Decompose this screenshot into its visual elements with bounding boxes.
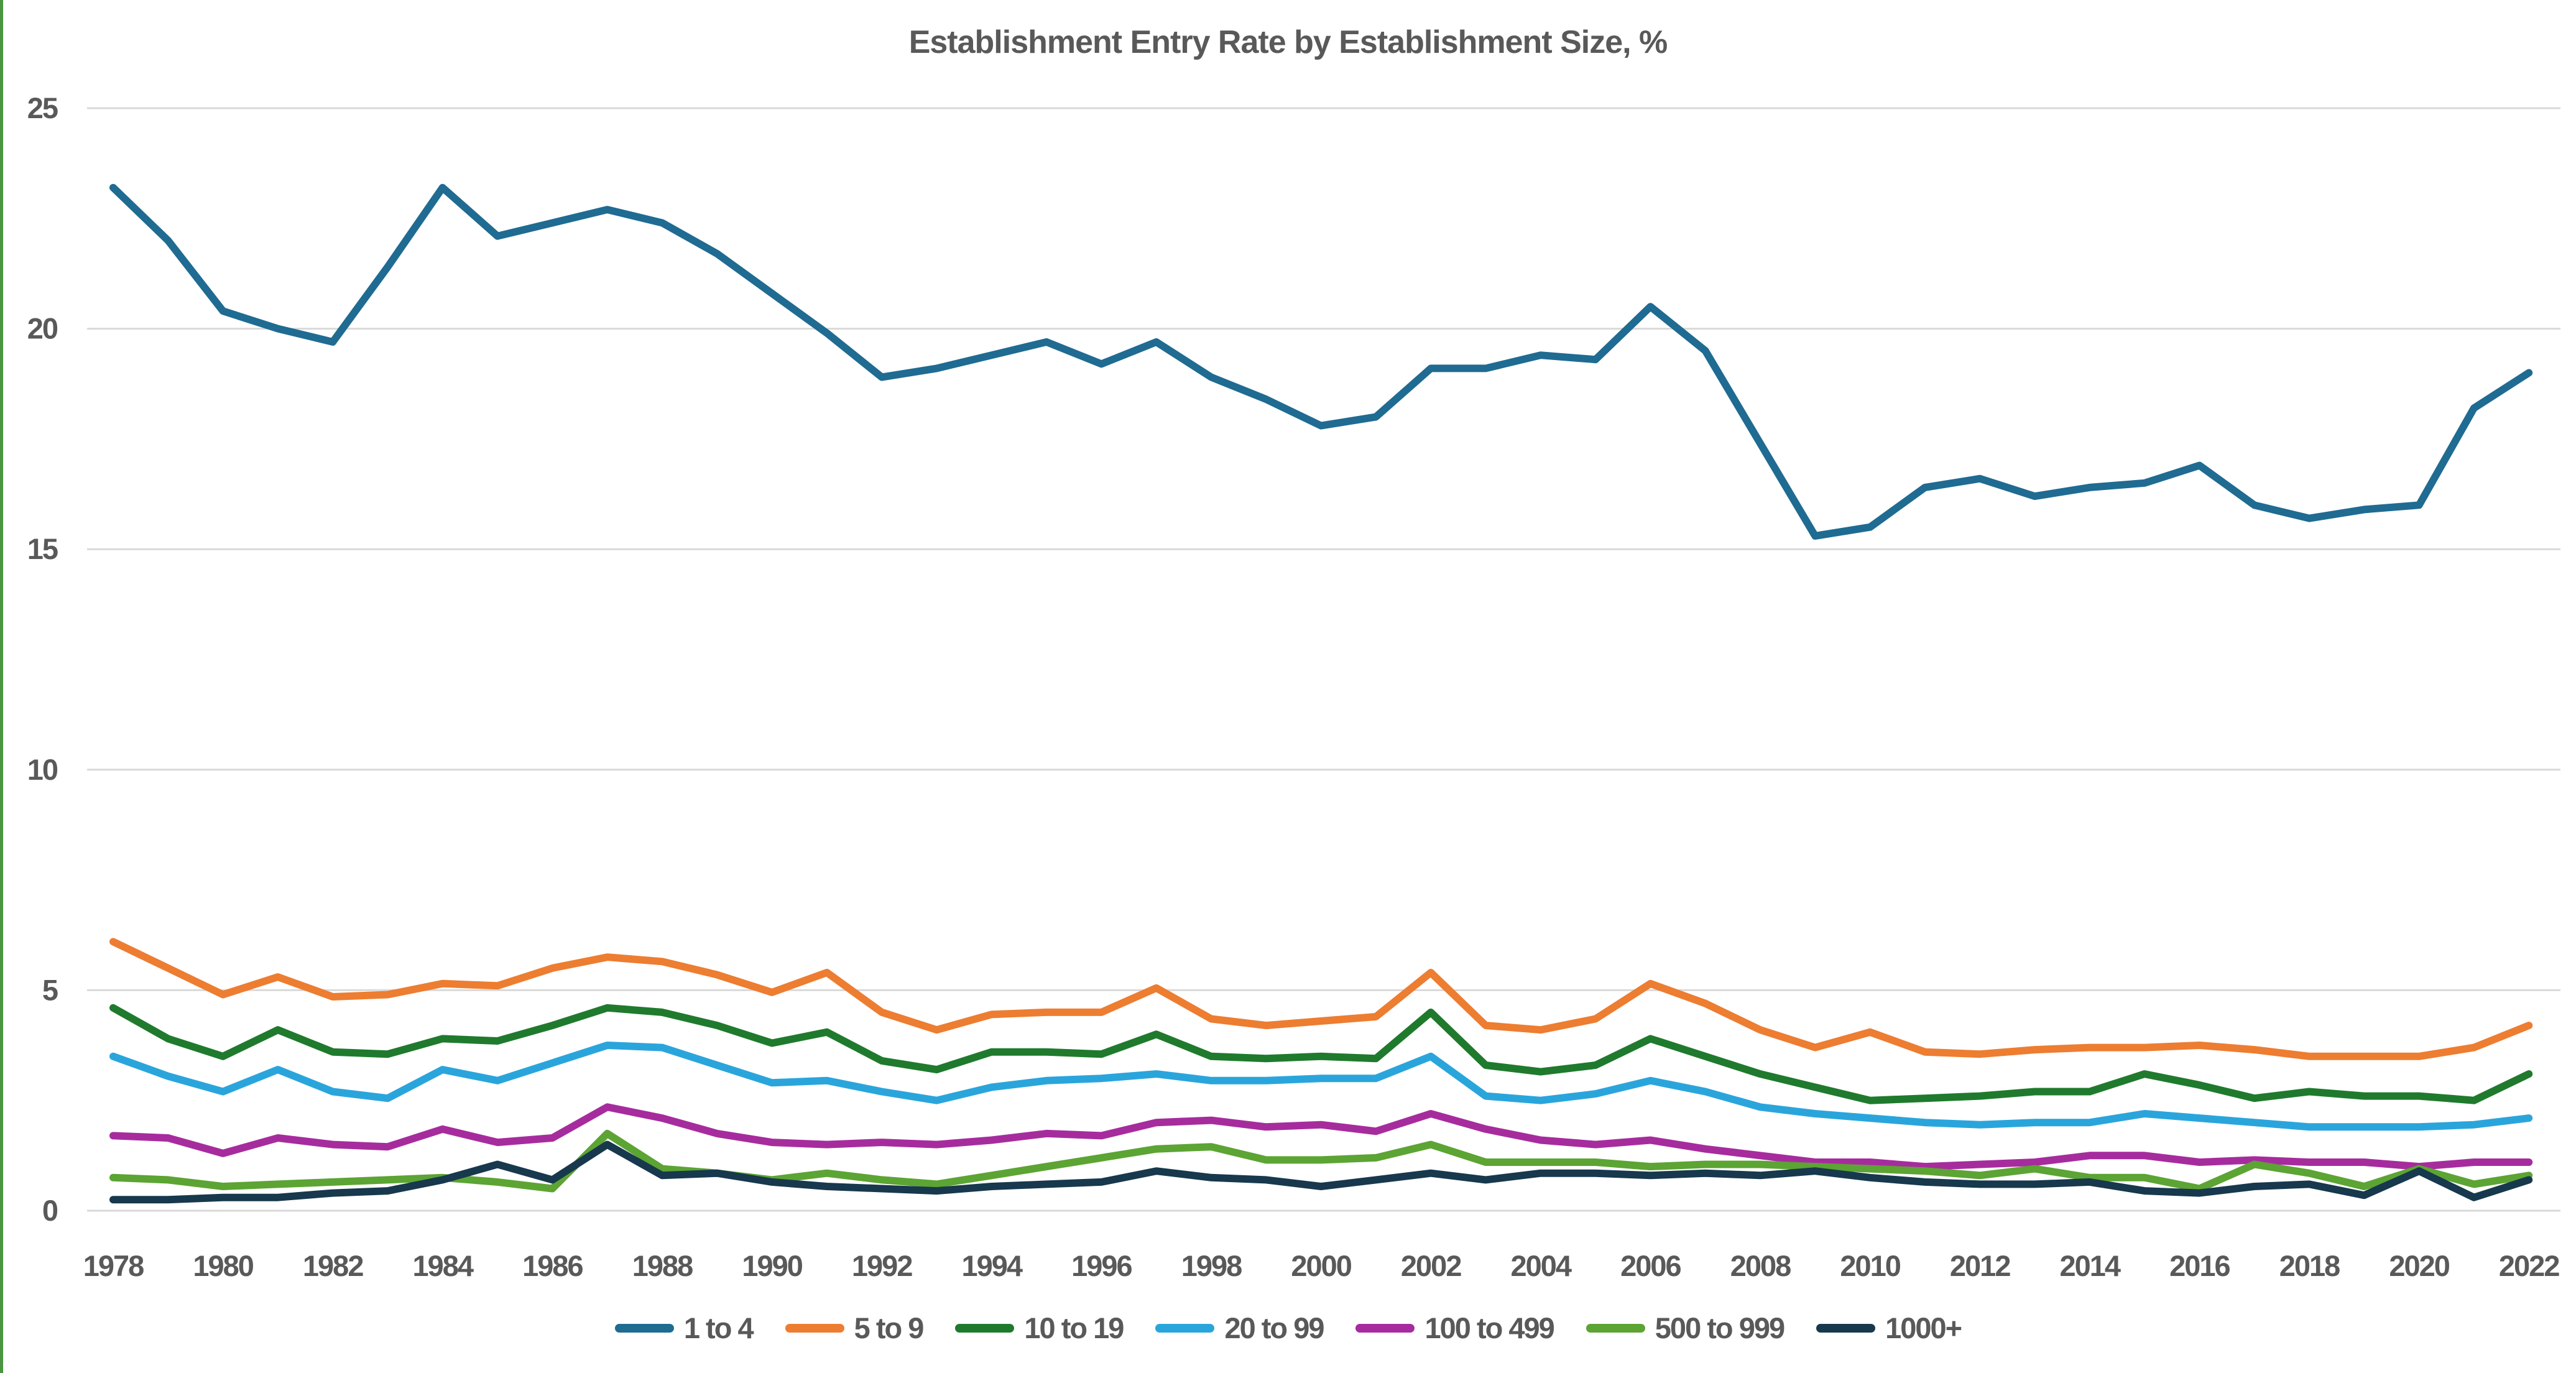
x-axis-tick-label: 1980 [193, 1249, 253, 1282]
series-line-500-to-999 [109, 1129, 2533, 1193]
x-axis-tick-label: 2022 [2499, 1249, 2559, 1282]
legend-line-swatch [1816, 1323, 1876, 1333]
x-axis-tick-label: 2010 [1840, 1249, 1900, 1282]
x-axis-tick-label: 2002 [1401, 1249, 1461, 1282]
x-axis-tick-label: 1994 [962, 1249, 1023, 1282]
x-axis-tick-label: 2008 [1730, 1249, 1791, 1282]
legend-line-swatch [1355, 1323, 1415, 1333]
chart-legend: 1 to 4 5 to 9 10 to 19 20 to 99 100 to 499 50… [0, 1311, 2576, 1345]
x-axis-tick-label: 1988 [632, 1249, 693, 1282]
x-axis-tick-label: 1986 [522, 1249, 583, 1282]
series-line-5-to-9 [109, 938, 2533, 1060]
legend-item-1000+: 1000+ [1816, 1311, 1962, 1345]
x-axis-tick-label: 1982 [303, 1249, 363, 1282]
legend-item-5-to-9: 5 to 9 [785, 1311, 925, 1345]
series-line-100-to-499 [109, 1103, 2533, 1171]
x-axis-tick-label: 1984 [413, 1249, 474, 1282]
legend-label: 20 to 99 [1224, 1311, 1324, 1344]
legend-line-swatch [1155, 1323, 1215, 1333]
legend-item-100-to-499: 100 to 499 [1355, 1311, 1555, 1345]
y-axis-tick-label: 5 [42, 973, 58, 1006]
x-axis-tick-label: 2006 [1620, 1249, 1681, 1282]
series-line-1-to-4 [109, 183, 2533, 540]
y-axis-tick-label: 0 [42, 1194, 58, 1227]
series-line-10-to-19 [109, 1004, 2533, 1104]
legend-line-swatch [1586, 1323, 1645, 1333]
legend-label: 1 to 4 [683, 1311, 754, 1344]
x-axis-tick-label: 2018 [2279, 1249, 2340, 1282]
x-axis-tick-label: 1998 [1181, 1249, 1242, 1282]
legend-label: 100 to 499 [1424, 1311, 1554, 1344]
series-line-20-to-99 [109, 1042, 2533, 1131]
x-axis-tick-label: 2004 [1511, 1249, 1572, 1282]
y-axis-tick-label: 10 [27, 753, 58, 786]
x-axis-tick-label: 2012 [1950, 1249, 2010, 1282]
y-axis-tick-label: 15 [27, 532, 58, 565]
legend-label: 1000+ [1885, 1311, 1962, 1344]
x-axis-tick-label: 2020 [2389, 1249, 2449, 1282]
x-axis-tick-label: 2000 [1291, 1249, 1351, 1282]
chart-title: Establishment Entry Rate by Establishmen… [908, 24, 1668, 60]
legend-line-swatch [614, 1323, 674, 1333]
y-axis-tick-label: 20 [27, 312, 58, 345]
legend-item-20-to-99: 20 to 99 [1155, 1311, 1324, 1345]
legend-item-10-to-19: 10 to 19 [955, 1311, 1124, 1345]
x-axis-tick-label: 2016 [2169, 1249, 2230, 1282]
legend-item-500-to-999: 500 to 999 [1586, 1311, 1785, 1345]
legend-line-swatch [785, 1323, 844, 1333]
legend-label: 5 to 9 [854, 1311, 925, 1344]
series-line-1000+ [109, 1140, 2533, 1204]
x-axis-tick-label: 1992 [852, 1249, 912, 1282]
window-edge-strip [0, 0, 3, 1373]
x-axis-tick-label: 1978 [83, 1249, 144, 1282]
y-axis-tick-label: 25 [27, 91, 58, 124]
x-axis-tick-label: 1996 [1071, 1249, 1132, 1282]
legend-label: 500 to 999 [1655, 1311, 1785, 1344]
legend-label: 10 to 19 [1024, 1311, 1124, 1344]
legend-line-swatch [955, 1323, 1015, 1333]
legend-item-1-to-4: 1 to 4 [614, 1311, 754, 1345]
x-axis-tick-label: 2014 [2060, 1249, 2121, 1282]
x-axis-tick-label: 1990 [742, 1249, 802, 1282]
